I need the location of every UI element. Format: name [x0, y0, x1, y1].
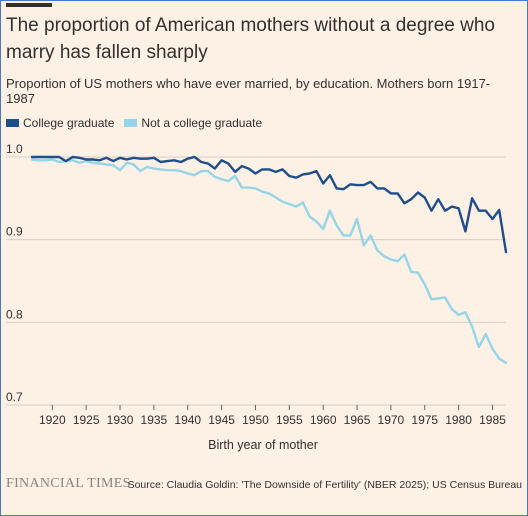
- x-tick-label: 1940: [174, 413, 201, 427]
- series-line-not-college-graduate: [30, 158, 508, 365]
- x-tick-label: 1930: [107, 413, 134, 427]
- legend-item-non-college: Not a college graduate: [124, 116, 262, 130]
- legend-swatch-non-college: [124, 119, 138, 127]
- x-tick-label: 1955: [276, 413, 303, 427]
- legend-label-college: College graduate: [23, 116, 115, 130]
- x-tick-label: 1945: [208, 413, 235, 427]
- x-tick-label: 1920: [39, 413, 66, 427]
- x-tick-label: 1975: [411, 413, 438, 427]
- chart-subtitle: Proportion of US mothers who have ever m…: [6, 76, 491, 106]
- y-tick-label: 1.0: [6, 142, 23, 156]
- y-tick-label: 0.8: [6, 307, 23, 321]
- x-tick-label: 1980: [445, 413, 472, 427]
- x-tick-label: 1935: [141, 413, 168, 427]
- x-tick-label: 1925: [73, 413, 100, 427]
- x-tick-label: 1985: [479, 413, 506, 427]
- line-chart: 0.7 0.8 0.9 1.0 1920 1925 1930 1935 1940 1945 1950…: [6, 142, 508, 452]
- chart-title: The proportion of American mothers witho…: [6, 15, 495, 63]
- legend-item-college: College graduate: [6, 116, 114, 130]
- legend-swatch-college: [6, 119, 19, 127]
- series-line-college-graduate: [30, 155, 508, 254]
- legend: College graduate Not a college graduate: [6, 116, 272, 130]
- x-tick-label: 1960: [310, 413, 337, 427]
- legend-label-non-college: Not a college graduate: [141, 116, 263, 130]
- y-tick-label: 0.7: [6, 390, 23, 404]
- ft-logo: FINANCIAL TIMES: [6, 476, 131, 491]
- title-rule: [6, 3, 52, 7]
- x-axis-label: Birth year of mother: [208, 438, 318, 452]
- y-tick-label: 0.9: [6, 225, 23, 239]
- x-tick-label: 1950: [242, 413, 269, 427]
- source-note: Source: Claudia Goldin: 'The Downside of…: [127, 479, 522, 491]
- x-tick-label: 1965: [344, 413, 371, 427]
- x-tick-label: 1970: [378, 413, 405, 427]
